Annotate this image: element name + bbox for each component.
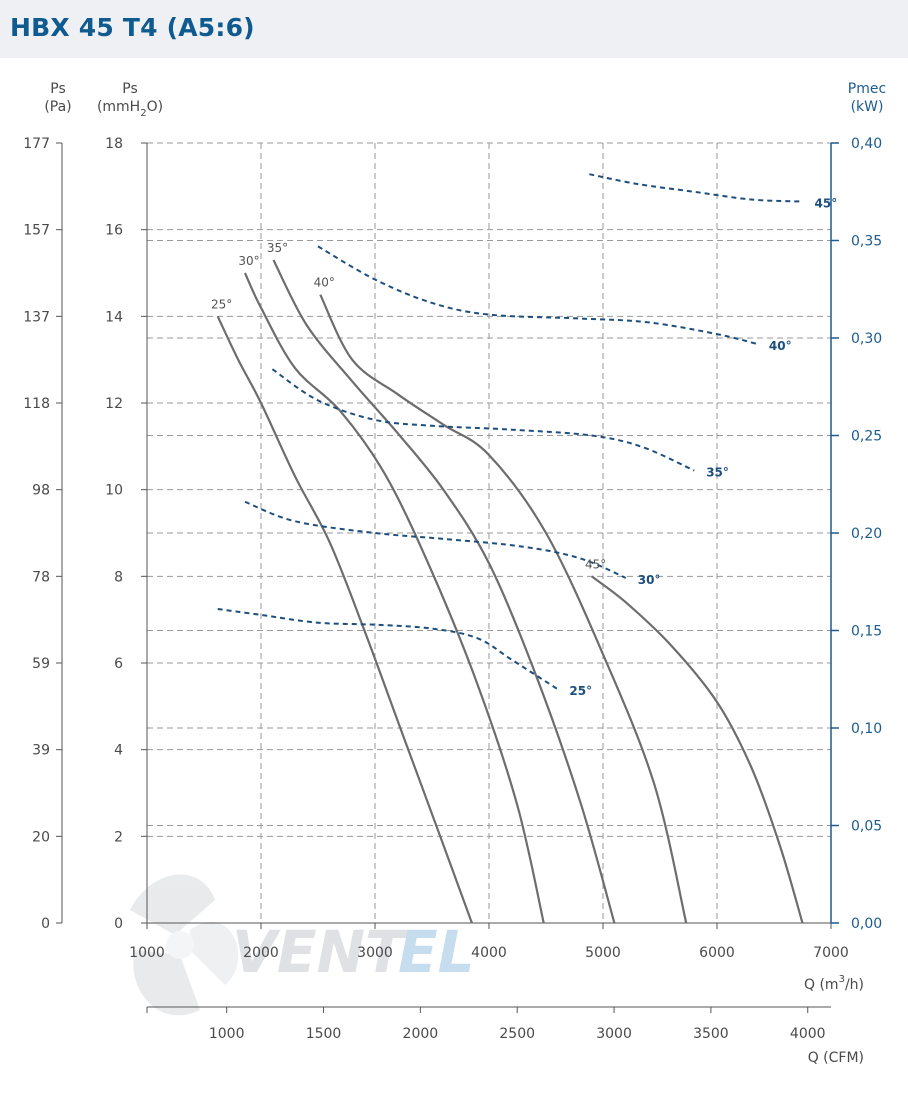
pressure-curve-40deg [319,294,688,924]
power-curve-45deg [589,173,803,203]
title-bar: HBX 45 T4 (A5:6) [0,0,908,58]
mmh2o-tick-label: 10 [105,483,123,499]
power-curve-label: 35° [706,466,729,480]
grid-lines [147,142,831,923]
mmh2o-tick-label: 0 [114,916,123,932]
pa-tick-label: 157 [23,223,50,239]
kw-tick-label: 0,25 [851,429,882,445]
mmh2o-tick-label: 16 [105,223,123,239]
power-curves [217,173,803,690]
mmh2o-tick-label: 6 [114,656,123,672]
x-m3h-tick-label: 3000 [357,945,393,961]
pa-tick-label: 177 [23,136,50,152]
pressure-curve-label: 40° [314,276,335,290]
fan-logo-icon [130,874,239,1016]
pa-tick-label: 98 [32,483,50,499]
x-m3h-axis-label: Q (m3/h) [804,974,864,993]
pa-tick-label: 118 [23,396,50,412]
pressure-curve-35deg [272,259,616,924]
pressure-curves [216,259,804,924]
x-cfm-tick-label: 3500 [693,1026,729,1042]
x-cfm-tick-label: 1500 [306,1026,342,1042]
pressure-curve-label: 35° [267,241,288,255]
power-curve-35deg [271,368,695,472]
pressure-curve-25deg [216,315,473,924]
power-curve-label: 40° [769,339,792,353]
kw-axis-label: Pmec [848,81,886,97]
kw-tick-label: 0,20 [851,526,882,542]
x-cfm-tick-label: 1000 [209,1026,245,1042]
kw-tick-label: 0,40 [851,136,882,152]
ventel-watermark: VENT EL [130,874,475,1016]
mmh2o-axis-label: Ps [122,81,138,97]
power-curve-label: 45° [815,197,838,211]
pressure-curve-label: 25° [211,297,232,311]
curve-labels: 25° 30° 35° 40° 45° 25° 30° 35° 40° 45° [211,197,837,699]
mmh2o-tick-label: 4 [114,743,123,759]
mmh2o-tick-label: 2 [114,829,123,845]
pa-tick-label: 39 [32,743,50,759]
pressure-curve-label: 45° [585,557,606,571]
watermark-text-el: EL [398,918,475,986]
pa-axis-unit: (Pa) [44,99,71,115]
mmh2o-tick-label: 14 [105,309,123,325]
mmh2o-tick-label: 8 [114,569,123,585]
mmh2o-tick-label: 18 [105,136,123,152]
x-m3h-tick-label: 4000 [471,945,507,961]
kw-tick-label: 0,10 [851,721,882,737]
x-cfm-tick-label: 2000 [403,1026,439,1042]
x-cfm-axis-label: Q (CFM) [808,1050,864,1066]
mmh2o-tick-label: 12 [105,396,123,412]
pa-tick-label: 78 [32,569,50,585]
power-curve-label: 25° [569,684,592,698]
x-m3h-tick-label: 7000 [813,945,849,961]
pa-tick-label: 137 [23,309,50,325]
kw-tick-label: 0,30 [851,331,882,347]
x-m3h-tick-label: 1000 [129,945,165,961]
kw-tick-label: 0,15 [851,624,882,640]
watermark-text-vent: VENT [232,918,409,986]
kw-tick-label: 0,35 [851,234,882,250]
x-m3h-tick-label: 6000 [699,945,735,961]
axes: 177157137118987859392001816141210864200,… [23,136,882,1042]
x-cfm-tick-label: 4000 [790,1026,826,1042]
x-m3h-tick-label: 5000 [585,945,621,961]
power-curve-30deg [244,500,627,579]
pressure-curve-45deg [590,575,804,924]
mmh2o-axis-unit: (mmH2O) [97,99,163,119]
kw-axis-unit: (kW) [851,99,884,115]
power-curve-25deg [217,608,558,690]
pressure-curve-30deg [244,272,545,924]
pa-tick-label: 0 [41,916,50,932]
pa-axis-label: Ps [50,81,66,97]
pa-tick-label: 20 [32,829,50,845]
page-title: HBX 45 T4 (A5:6) [10,13,255,42]
pa-tick-label: 59 [32,656,50,672]
x-cfm-tick-label: 3000 [596,1026,632,1042]
power-curve-40deg [317,245,758,345]
pressure-curve-label: 30° [238,254,259,268]
kw-tick-label: 0,05 [851,819,882,835]
power-curve-label: 30° [638,573,661,587]
x-cfm-tick-label: 2500 [499,1026,535,1042]
kw-tick-label: 0,00 [851,916,882,932]
x-m3h-tick-label: 2000 [243,945,279,961]
